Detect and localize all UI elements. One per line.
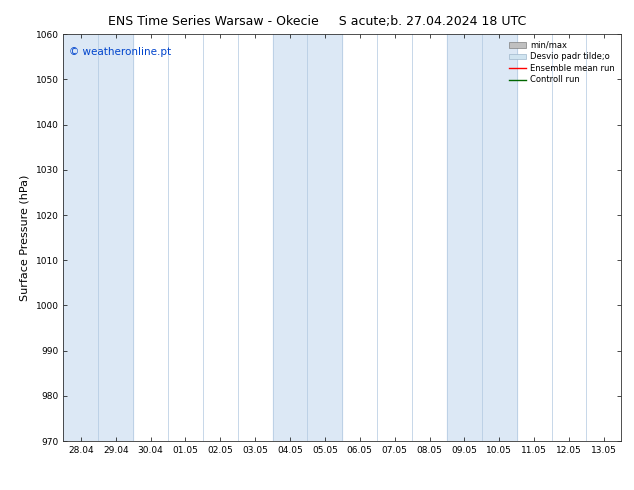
Text: © weatheronline.pt: © weatheronline.pt xyxy=(69,47,171,56)
Text: ENS Time Series Warsaw - Okecie     S acute;b. 27.04.2024 18 UTC: ENS Time Series Warsaw - Okecie S acute;… xyxy=(108,15,526,28)
Bar xyxy=(447,34,517,441)
Bar xyxy=(63,34,133,441)
Y-axis label: Surface Pressure (hPa): Surface Pressure (hPa) xyxy=(20,174,30,301)
Legend: min/max, Desvio padr tilde;o, Ensemble mean run, Controll run: min/max, Desvio padr tilde;o, Ensemble m… xyxy=(507,39,617,87)
Bar xyxy=(273,34,342,441)
